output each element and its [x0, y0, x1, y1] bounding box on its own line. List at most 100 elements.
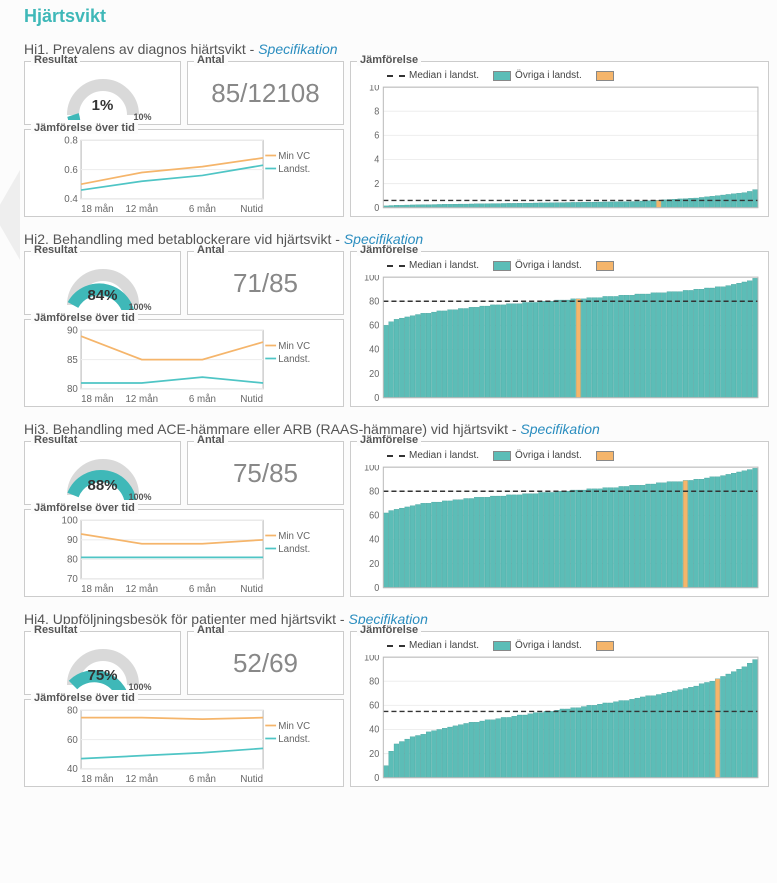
panel-label-compare: Jämförelse — [357, 244, 421, 256]
svg-text:40: 40 — [67, 764, 78, 775]
gauge-max-label: 100% — [128, 492, 151, 502]
antal-panel: Antal 75/85 — [187, 441, 344, 505]
svg-text:6: 6 — [374, 129, 379, 140]
panel-label-resultat: Resultat — [31, 434, 80, 446]
gauge-max-label: 100% — [128, 302, 151, 312]
panel-label-trend: Jämförelse över tid — [31, 502, 138, 514]
gauge: 75% 100% — [58, 640, 148, 690]
svg-text:40: 40 — [369, 533, 379, 544]
trend-panel: Jämförelse över tid 80859018 mån12 mån6 … — [24, 319, 344, 407]
compare-panel: Jämförelse Median i landst. Övriga i lan… — [350, 251, 769, 407]
svg-text:80: 80 — [67, 706, 78, 717]
gauge: 84% 100% — [58, 260, 148, 310]
compare-legend: Median i landst. Övriga i landst. — [357, 70, 762, 85]
svg-text:18 mån: 18 mån — [81, 204, 114, 214]
trend-panel: Jämförelse över tid 0.40.60.818 mån12 må… — [24, 129, 344, 217]
panel-label-antal: Antal — [194, 624, 228, 636]
svg-text:2: 2 — [374, 178, 379, 189]
result-panel: Resultat 84% 100% — [24, 251, 181, 315]
compare-legend: Median i landst. Övriga i landst. — [357, 450, 762, 465]
panel-label-trend: Jämförelse över tid — [31, 692, 138, 704]
panel-label-resultat: Resultat — [31, 624, 80, 636]
svg-text:0: 0 — [374, 772, 379, 782]
panel-label-antal: Antal — [194, 434, 228, 446]
svg-text:Landst.: Landst. — [278, 354, 310, 365]
svg-text:Landst.: Landst. — [278, 164, 310, 175]
svg-text:18 mån: 18 mån — [81, 584, 114, 594]
compare-legend: Median i landst. Övriga i landst. — [357, 640, 762, 655]
svg-text:8: 8 — [374, 105, 379, 116]
svg-text:0.8: 0.8 — [64, 136, 78, 147]
svg-text:100: 100 — [62, 516, 79, 527]
svg-text:6 mån: 6 mån — [189, 394, 216, 404]
back-arrow-icon[interactable] — [0, 170, 20, 260]
panel-label-compare: Jämförelse — [357, 54, 421, 66]
svg-text:0.4: 0.4 — [64, 194, 78, 205]
svg-text:Min VC: Min VC — [278, 721, 310, 732]
svg-text:18 mån: 18 mån — [81, 774, 114, 784]
svg-text:100: 100 — [364, 655, 379, 662]
svg-text:12 mån: 12 mån — [125, 394, 158, 404]
svg-text:0.6: 0.6 — [64, 165, 78, 176]
antal-panel: Antal 52/69 — [187, 631, 344, 695]
svg-text:60: 60 — [369, 699, 379, 710]
svg-text:100: 100 — [364, 465, 379, 472]
antal-value: 75/85 — [233, 458, 298, 489]
svg-text:12 mån: 12 mån — [125, 204, 158, 214]
section-title: Hjärtsvikt — [24, 6, 769, 27]
compare-panel: Jämförelse Median i landst. Övriga i lan… — [350, 631, 769, 787]
svg-text:60: 60 — [369, 319, 379, 330]
svg-text:0: 0 — [374, 392, 379, 402]
svg-text:Nutid: Nutid — [240, 584, 263, 594]
svg-text:4: 4 — [374, 153, 379, 164]
result-panel: Resultat 88% 100% — [24, 441, 181, 505]
svg-text:80: 80 — [369, 485, 379, 496]
svg-text:Nutid: Nutid — [240, 394, 263, 404]
svg-text:10: 10 — [369, 85, 379, 92]
antal-panel: Antal 85/12108 — [187, 61, 344, 125]
gauge-max-label: 10% — [133, 112, 151, 122]
panel-label-resultat: Resultat — [31, 244, 80, 256]
antal-value: 85/12108 — [211, 78, 319, 109]
svg-text:60: 60 — [67, 735, 78, 746]
svg-text:6 mån: 6 mån — [189, 774, 216, 784]
svg-text:90: 90 — [67, 326, 78, 337]
svg-text:80: 80 — [369, 675, 379, 686]
svg-text:80: 80 — [67, 555, 78, 566]
panel-label-compare: Jämförelse — [357, 434, 421, 446]
gauge: 1% 10% — [58, 70, 148, 120]
panel-label-resultat: Resultat — [31, 54, 80, 66]
svg-text:6 mån: 6 mån — [189, 204, 216, 214]
compare-legend: Median i landst. Övriga i landst. — [357, 260, 762, 275]
svg-text:85: 85 — [67, 355, 78, 366]
antal-panel: Antal 71/85 — [187, 251, 344, 315]
antal-value: 52/69 — [233, 648, 298, 679]
svg-text:Nutid: Nutid — [240, 774, 263, 784]
panel-label-compare: Jämförelse — [357, 624, 421, 636]
gauge-max-label: 100% — [128, 682, 151, 692]
specifikation-link[interactable]: Specifikation — [520, 421, 599, 437]
specifikation-link[interactable]: Specifikation — [258, 41, 337, 57]
compare-panel: Jämförelse Median i landst. Övriga i lan… — [350, 61, 769, 217]
trend-panel: Jämförelse över tid 70809010018 mån12 må… — [24, 509, 344, 597]
svg-text:6 mån: 6 mån — [189, 584, 216, 594]
svg-text:Min VC: Min VC — [278, 531, 310, 542]
svg-text:40: 40 — [369, 343, 379, 354]
svg-text:80: 80 — [67, 384, 78, 395]
svg-text:70: 70 — [67, 574, 78, 585]
svg-text:80: 80 — [369, 295, 379, 306]
panel-label-trend: Jämförelse över tid — [31, 122, 138, 134]
antal-value: 71/85 — [233, 268, 298, 299]
panel-label-trend: Jämförelse över tid — [31, 312, 138, 324]
result-panel: Resultat 1% 10% — [24, 61, 181, 125]
svg-text:0: 0 — [374, 582, 379, 592]
svg-text:Min VC: Min VC — [278, 341, 310, 352]
svg-text:Landst.: Landst. — [278, 734, 310, 745]
svg-text:Min VC: Min VC — [278, 151, 310, 162]
panel-label-antal: Antal — [194, 54, 228, 66]
panel-label-antal: Antal — [194, 244, 228, 256]
svg-text:12 mån: 12 mån — [125, 774, 158, 784]
svg-text:40: 40 — [369, 723, 379, 734]
svg-text:20: 20 — [369, 368, 379, 379]
svg-text:100: 100 — [364, 275, 379, 282]
